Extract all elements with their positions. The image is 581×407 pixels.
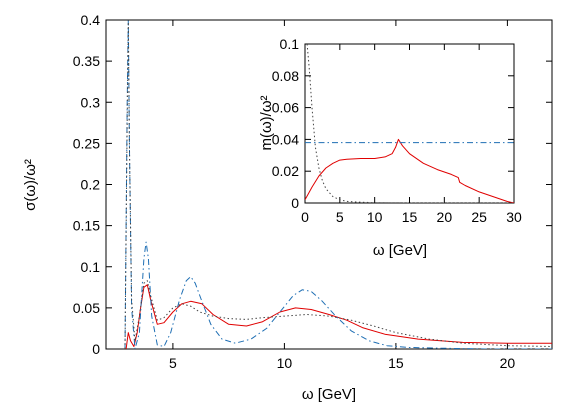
inset-y-tick-label: 0.06 xyxy=(272,100,299,116)
inset-axis-ticks: 0 5 10 15 20 25 30 0 0.02 0.04 0.06 0.08 0.1 xyxy=(272,36,522,225)
inset-y-tick-label: 0.02 xyxy=(272,163,299,179)
main-y-tick-label: 0.2 xyxy=(81,177,101,193)
main-y-tick-label: 0.05 xyxy=(73,300,100,316)
main-y-tick-label: 0.25 xyxy=(73,135,100,151)
inset-x-tick-label: 25 xyxy=(471,209,487,225)
inset-x-tick-label: 10 xyxy=(367,209,383,225)
main-x-tick-label: 20 xyxy=(500,355,516,371)
inset-x-tick-label: 0 xyxy=(301,209,309,225)
inset-y-tick-label: 0.04 xyxy=(272,131,299,147)
main-x-tick-label: 5 xyxy=(169,355,177,371)
main-x-tick-label: 15 xyxy=(388,355,404,371)
inset-x-tick-label: 5 xyxy=(336,209,344,225)
main-y-tick-label: 0.1 xyxy=(81,259,101,275)
inset-x-tick-label: 15 xyxy=(402,209,418,225)
inset-series-group xyxy=(305,44,514,203)
inset-background xyxy=(252,28,545,270)
main-series-line-solid xyxy=(125,284,552,349)
main-series-line-dash-dot xyxy=(124,20,552,349)
main-y-tick-label: 0.35 xyxy=(73,53,100,69)
main-y-tick-label: 0 xyxy=(92,341,100,357)
inset-y-tick-label: 0.1 xyxy=(280,36,300,52)
main-y-tick-label: 0.4 xyxy=(81,12,101,28)
main-y-tick-label: 0.3 xyxy=(81,94,101,110)
inset-y-tick-label: 0.08 xyxy=(272,68,299,84)
inset-series-line-dotted xyxy=(306,44,514,203)
main-series-group xyxy=(124,20,552,349)
main-x-tick-label: 10 xyxy=(277,355,293,371)
inset-x-tick-label: 30 xyxy=(506,209,522,225)
main-x-axis-label: ω [GeV] xyxy=(302,386,356,403)
inset-x-tick-label: 20 xyxy=(437,209,453,225)
inset-x-axis-label: ω [GeV] xyxy=(373,242,427,259)
inset-series-line-solid xyxy=(305,138,514,203)
inset-y-axis-label: m(ω)/ω² xyxy=(258,95,275,150)
main-y-tick-label: 0.15 xyxy=(73,218,100,234)
main-y-axis-label: σ(ω)/ω² xyxy=(22,159,39,211)
inset-y-tick-label: 0 xyxy=(291,195,299,211)
